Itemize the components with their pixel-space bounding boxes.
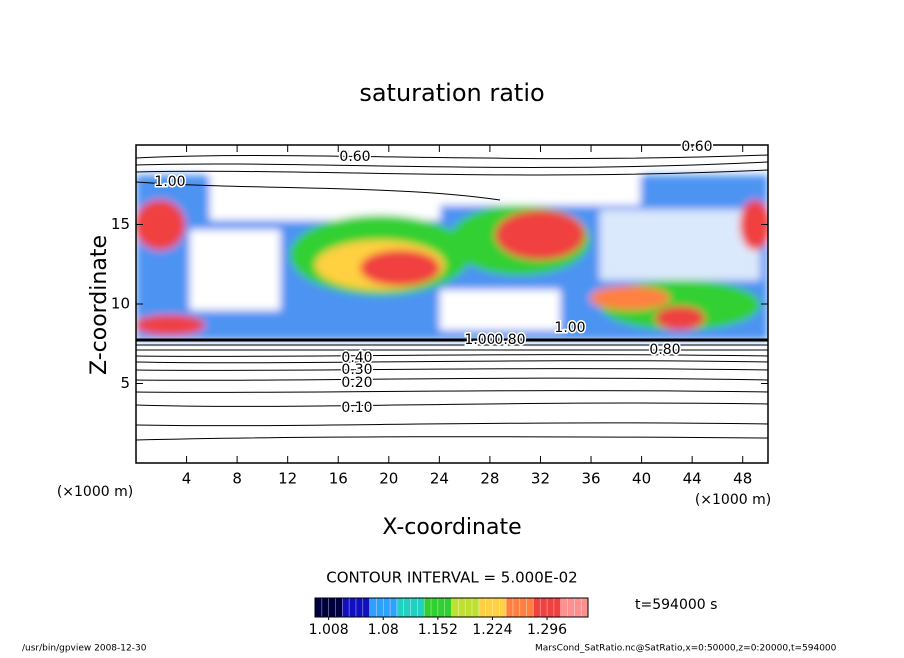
colorbar-cell bbox=[424, 598, 432, 617]
x-tick-label: 4 bbox=[182, 470, 192, 488]
colorbar-cell bbox=[431, 598, 439, 617]
colorbar-cell bbox=[342, 598, 350, 617]
x-tick-label: 40 bbox=[632, 470, 651, 488]
colorbar-cell bbox=[506, 598, 514, 617]
colorbar-cell bbox=[499, 598, 507, 617]
colorbar-cell bbox=[567, 598, 575, 617]
x-tick-label: 20 bbox=[379, 470, 398, 488]
contour-label: 1.00 bbox=[154, 174, 185, 190]
y-axis-label: Z-coordinate bbox=[87, 235, 112, 375]
colorbar-cell bbox=[349, 598, 357, 617]
y-tick-label: 10 bbox=[111, 295, 130, 313]
contour-label: 0.60 bbox=[681, 139, 712, 155]
colorbar-cell bbox=[581, 598, 589, 617]
x-tick-label: 12 bbox=[278, 470, 297, 488]
colorbar-cell bbox=[437, 598, 445, 617]
colorbar-cell bbox=[369, 598, 377, 617]
colorbar-cell bbox=[478, 598, 486, 617]
colorbar-cell bbox=[362, 598, 370, 617]
chart-title: saturation ratio bbox=[359, 79, 544, 107]
contour-label: 0.40 bbox=[341, 350, 372, 366]
colorbar-cell bbox=[465, 598, 473, 617]
x-tick-label: 16 bbox=[329, 470, 348, 488]
colorbar-cell bbox=[533, 598, 541, 617]
colorbar-cell bbox=[396, 598, 405, 617]
colorbar-cell bbox=[335, 598, 343, 617]
x-axis-label: X-coordinate bbox=[382, 515, 521, 540]
contour-label: 1.00 bbox=[554, 320, 585, 336]
colorbar-cell bbox=[458, 598, 466, 617]
contour-label: 0.80 bbox=[494, 332, 525, 348]
colorbar-cell bbox=[574, 598, 582, 617]
colorbar-cell bbox=[417, 598, 425, 617]
colorbar-cell bbox=[526, 598, 534, 617]
colorbar-cell bbox=[328, 598, 336, 617]
colorbar-cell bbox=[512, 598, 521, 617]
x-unit: (×1000 m) bbox=[695, 492, 771, 508]
colorbar-cell bbox=[444, 598, 452, 617]
y-tick-label: 15 bbox=[111, 215, 130, 233]
colorbar-cell bbox=[321, 598, 329, 617]
field bbox=[136, 150, 768, 441]
x-tick-label: 24 bbox=[430, 470, 449, 488]
y-unit: (×1000 m) bbox=[57, 484, 133, 500]
x-tick-label: 44 bbox=[683, 470, 702, 488]
colorbar-cell bbox=[403, 598, 411, 617]
colorbar-cell bbox=[355, 598, 364, 617]
footer-left: /usr/bin/gpview 2008-12-30 bbox=[22, 644, 147, 654]
footer-right: MarsCond_SatRatio.nc@SatRatio,x=0:50000,… bbox=[535, 644, 837, 654]
colorbar-tick-label: 1.008 bbox=[309, 622, 349, 638]
colorbar-tick-label: 1.08 bbox=[368, 622, 399, 638]
colorbar-cell bbox=[315, 598, 323, 617]
x-tick-label: 8 bbox=[232, 470, 242, 488]
contour-label: 0.60 bbox=[339, 149, 370, 165]
contour-label: 0.80 bbox=[649, 342, 680, 358]
x-tick-label: 28 bbox=[480, 470, 499, 488]
colorbar-cell bbox=[451, 598, 459, 617]
colorbar-cell bbox=[376, 598, 384, 617]
colorbar-cell bbox=[383, 598, 391, 617]
colorbar-cell bbox=[547, 598, 555, 617]
colorbar-cell bbox=[553, 598, 561, 617]
colorbar-cell bbox=[492, 598, 500, 617]
colorbar-tick-label: 1.224 bbox=[472, 622, 512, 638]
colorbar-cell bbox=[519, 598, 527, 617]
x-tick-label: 32 bbox=[531, 470, 550, 488]
time-label: t=594000 s bbox=[635, 597, 717, 613]
colorbar-cell bbox=[485, 598, 493, 617]
contour-label: 0.20 bbox=[341, 375, 372, 391]
colorbar-cell bbox=[560, 598, 568, 617]
x-tick-label: 36 bbox=[581, 470, 600, 488]
colorbar-frame bbox=[314, 597, 589, 618]
contour-label: 1.00 bbox=[464, 332, 495, 348]
contour-label: 0.30 bbox=[341, 362, 372, 378]
colorbar-cell bbox=[540, 598, 548, 617]
colorbar-tick-label: 1.296 bbox=[527, 622, 567, 638]
colorbar-cell bbox=[390, 598, 398, 617]
x-tick-label: 48 bbox=[733, 470, 752, 488]
contour-label: 0.10 bbox=[341, 400, 372, 416]
colorbar-tick-label: 1.152 bbox=[418, 622, 458, 638]
colorbar-cell bbox=[410, 598, 418, 617]
y-tick-label: 5 bbox=[120, 374, 130, 392]
contour-interval: CONTOUR INTERVAL = 5.000E-02 bbox=[326, 569, 577, 587]
colorbar-cell bbox=[471, 598, 480, 617]
